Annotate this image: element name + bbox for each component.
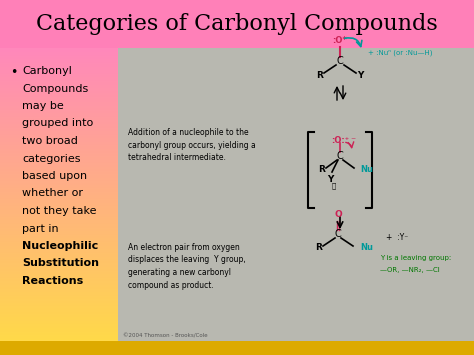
Text: +  :Y⁻: + :Y⁻ <box>386 233 408 241</box>
Text: R: R <box>317 71 323 80</box>
Text: R: R <box>319 165 326 175</box>
Text: Carbonyl: Carbonyl <box>22 66 72 76</box>
Bar <box>0 341 474 355</box>
Text: C: C <box>337 56 343 66</box>
Bar <box>0 0 474 48</box>
Text: ©2004 Thomson - Brooks/Cole: ©2004 Thomson - Brooks/Cole <box>123 334 208 339</box>
Text: based upon: based upon <box>22 171 87 181</box>
Text: Nucleophilic: Nucleophilic <box>22 241 98 251</box>
Text: categories: categories <box>22 153 81 164</box>
Text: two broad: two broad <box>22 136 78 146</box>
Text: ⌣: ⌣ <box>332 183 336 189</box>
Text: •: • <box>10 66 18 79</box>
Text: R: R <box>316 244 322 252</box>
Text: —OR, —NR₂, —Cl: —OR, —NR₂, —Cl <box>380 267 440 273</box>
Text: C: C <box>337 151 343 161</box>
Text: Compounds: Compounds <box>22 83 88 93</box>
Text: Y: Y <box>327 175 333 185</box>
Text: O: O <box>334 210 342 219</box>
Text: part in: part in <box>22 224 59 234</box>
Text: Nu: Nu <box>360 244 373 252</box>
Text: Categories of Carbonyl Compounds: Categories of Carbonyl Compounds <box>36 13 438 35</box>
Text: Y is a leaving group:: Y is a leaving group: <box>380 255 451 261</box>
Bar <box>118 48 474 341</box>
Text: C: C <box>335 229 341 239</box>
Text: grouped into: grouped into <box>22 119 93 129</box>
Text: :O*: :O* <box>333 36 347 45</box>
Text: may be: may be <box>22 101 64 111</box>
Text: Nu: Nu <box>360 165 373 175</box>
Text: Substitution: Substitution <box>22 258 99 268</box>
Text: whether or: whether or <box>22 189 83 198</box>
Text: An electron pair from oxygen
displaces the leaving  Y group,
generating a new ca: An electron pair from oxygen displaces t… <box>128 243 246 289</box>
Text: + :Nuⁿ (or :Nu—H): + :Nuⁿ (or :Nu—H) <box>368 50 432 56</box>
Text: Y: Y <box>357 71 363 80</box>
Text: ⁻: ⁻ <box>350 136 355 146</box>
Text: Addition of a nucleophile to the
carbonyl group occurs, yielding a
tetrahedral i: Addition of a nucleophile to the carbony… <box>128 128 256 162</box>
Text: :O:⁺: :O:⁺ <box>331 136 349 145</box>
Text: not they take: not they take <box>22 206 97 216</box>
Text: Reactions: Reactions <box>22 276 83 286</box>
